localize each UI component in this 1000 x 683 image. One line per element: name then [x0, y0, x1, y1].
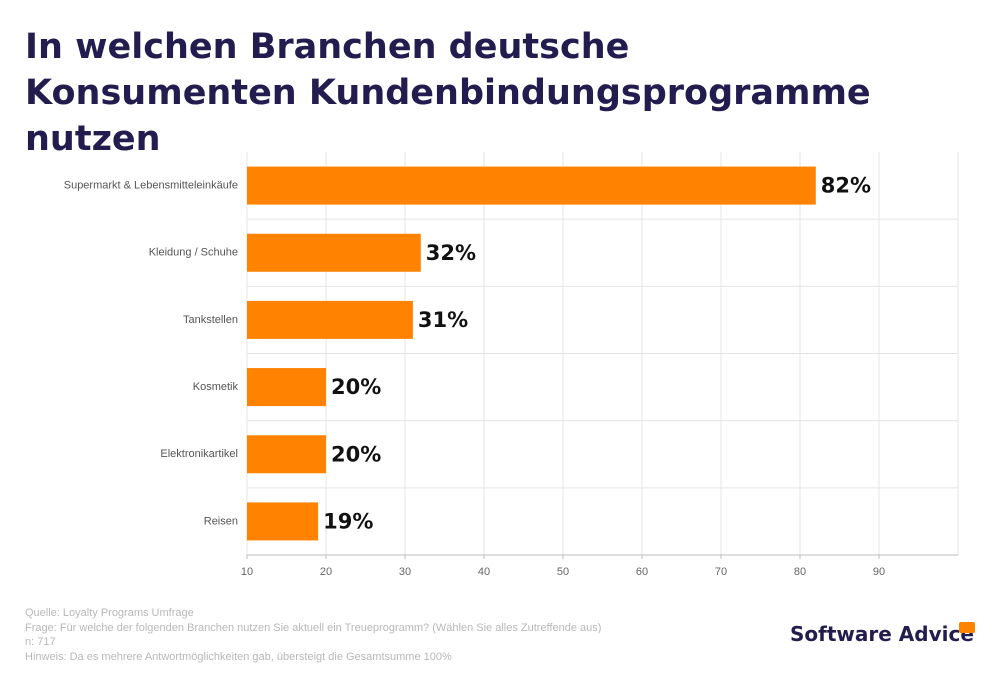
- x-tick-label: 90: [873, 566, 885, 578]
- y-tick-label: Kosmetik: [193, 381, 239, 393]
- bar: [247, 166, 816, 205]
- x-tick-label: 30: [399, 566, 411, 578]
- x-tick-label: 80: [794, 566, 806, 578]
- value-label: 31%: [418, 308, 468, 332]
- brand-logo: Software Advice: [790, 622, 974, 646]
- bar: [247, 233, 421, 272]
- y-tick-label: Elektronikartikel: [160, 448, 238, 460]
- value-label: 19%: [323, 509, 373, 533]
- x-tick-label: 40: [478, 566, 490, 578]
- x-tick-label: 50: [557, 566, 569, 578]
- footer-note: n: 717: [25, 636, 56, 648]
- footer-note: Hinweis: Da es mehrere Antwortmöglichkei…: [25, 650, 452, 663]
- y-tick-label: Supermarkt & Lebensmitteleinkäufe: [64, 179, 238, 191]
- x-tick-label: 10: [241, 566, 253, 578]
- x-tick-label: 70: [715, 566, 727, 578]
- footer-note: Frage: Für welche der folgenden Branchen…: [25, 621, 602, 634]
- bar: [247, 502, 319, 541]
- bar: [247, 368, 326, 407]
- x-tick-label: 20: [320, 566, 332, 578]
- y-tick-label: Tankstellen: [183, 314, 238, 326]
- bar: [247, 300, 413, 339]
- bar: [247, 435, 326, 474]
- y-tick-label: Reisen: [204, 515, 238, 527]
- y-tick-label: Kleidung / Schuhe: [149, 247, 238, 259]
- value-label: 82%: [821, 174, 871, 198]
- footer-notes: Quelle: Loyalty Programs Umfrage Frage: F…: [25, 606, 601, 664]
- brand-icon: [959, 622, 975, 633]
- value-label: 20%: [331, 442, 381, 466]
- chart-title: In welchen Branchen deutsche Konsumenten…: [25, 27, 871, 159]
- footer-note: Quelle: Loyalty Programs Umfrage: [25, 607, 194, 619]
- value-label: 20%: [331, 375, 381, 399]
- x-tick-label: 60: [636, 566, 648, 578]
- value-label: 32%: [426, 241, 476, 265]
